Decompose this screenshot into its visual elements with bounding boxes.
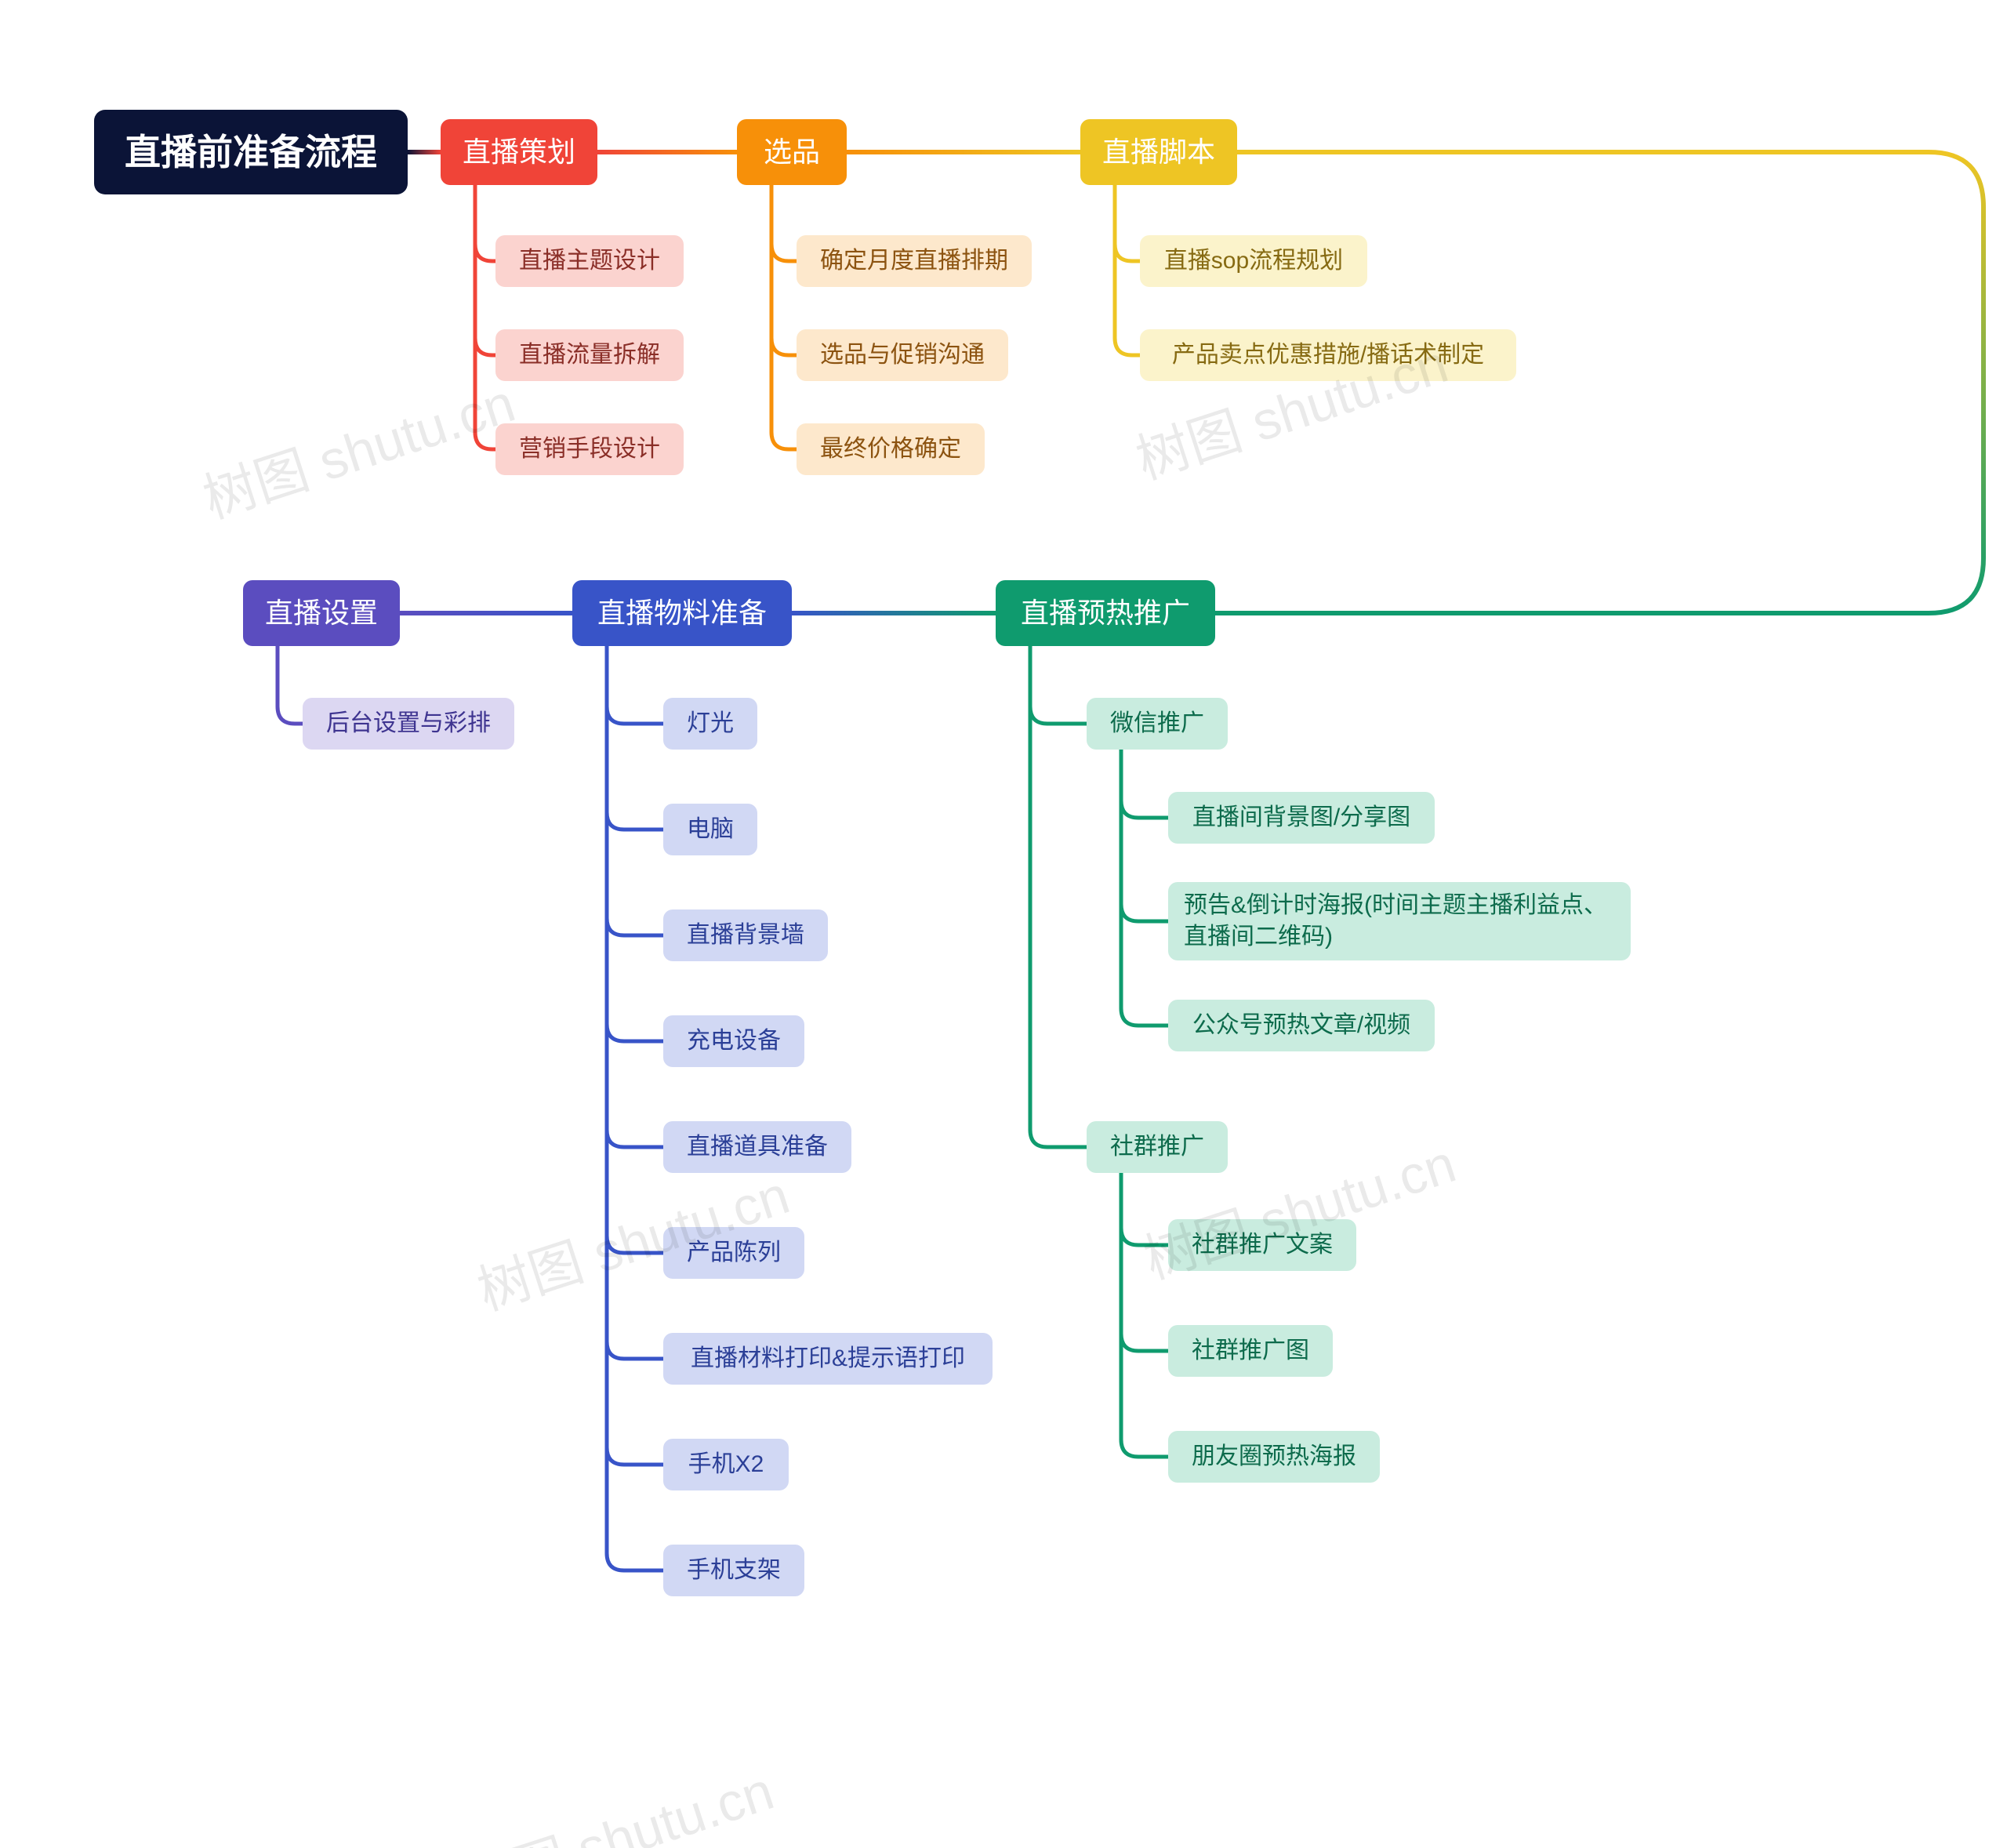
node-planning[interactable]: 直播策划 — [441, 119, 597, 185]
node-planning_c3[interactable]: 营销手段设计 — [495, 423, 684, 475]
mindmap-canvas: 直播前准备流程直播策划直播主题设计直播流量拆解营销手段设计 选品确定月度直播排期选… — [0, 0, 2007, 1848]
node-script_c2[interactable]: 产品卖点优惠措施/播话术制定 — [1140, 329, 1516, 381]
node-promo[interactable]: 直播预热推广 — [996, 580, 1215, 646]
node-promo_wx1[interactable]: 直播间背景图/分享图 — [1168, 792, 1435, 844]
node-selection_c2[interactable]: 选品与促销沟通 — [797, 329, 1008, 381]
node-promo_sq2[interactable]: 社群推广图 — [1168, 1325, 1333, 1377]
node-selection_c3[interactable]: 最终价格确定 — [797, 423, 985, 475]
node-material_c1[interactable]: 灯光 — [663, 698, 757, 750]
node-material_c7[interactable]: 直播材料打印&提示语打印 — [663, 1333, 993, 1385]
node-material[interactable]: 直播物料准备 — [572, 580, 792, 646]
node-promo_wx2[interactable]: 预告&倒计时海报(时间主题主播利益点、直播间二维码) — [1168, 882, 1631, 960]
node-selection_c1[interactable]: 确定月度直播排期 — [797, 235, 1032, 287]
watermark: 树图 shutu.cn — [451, 1748, 782, 1848]
node-settings[interactable]: 直播设置 — [243, 580, 400, 646]
node-root[interactable]: 直播前准备流程 — [94, 110, 408, 194]
node-material_c5[interactable]: 直播道具准备 — [663, 1121, 851, 1173]
node-planning_c1[interactable]: 直播主题设计 — [495, 235, 684, 287]
node-promo_sq1[interactable]: 社群推广文案 — [1168, 1219, 1356, 1271]
node-settings_c1[interactable]: 后台设置与彩排 — [303, 698, 514, 750]
node-material_c6[interactable]: 产品陈列 — [663, 1227, 804, 1279]
node-promo_sq3[interactable]: 朋友圈预热海报 — [1168, 1431, 1380, 1483]
node-selection[interactable]: 选品 — [737, 119, 847, 185]
node-planning_c2[interactable]: 直播流量拆解 — [495, 329, 684, 381]
watermark: 树图 shutu.cn — [192, 360, 523, 533]
node-script_[interactable]: 直播脚本 — [1080, 119, 1237, 185]
node-material_c4[interactable]: 充电设备 — [663, 1015, 804, 1067]
node-promo_sq[interactable]: 社群推广 — [1087, 1121, 1228, 1173]
node-script_c1[interactable]: 直播sop流程规划 — [1140, 235, 1367, 287]
node-promo_wx[interactable]: 微信推广 — [1087, 698, 1228, 750]
node-material_c3[interactable]: 直播背景墙 — [663, 909, 828, 961]
node-material_c9[interactable]: 手机支架 — [663, 1545, 804, 1596]
node-promo_wx3[interactable]: 公众号预热文章/视频 — [1168, 1000, 1435, 1051]
node-material_c2[interactable]: 电脑 — [663, 804, 757, 855]
node-material_c8[interactable]: 手机X2 — [663, 1439, 789, 1490]
